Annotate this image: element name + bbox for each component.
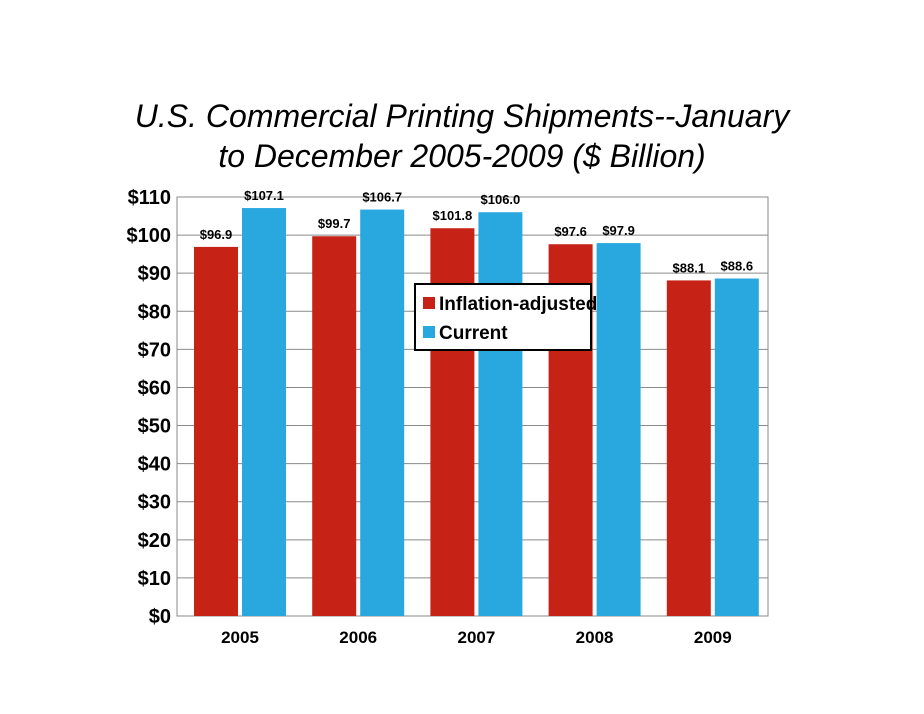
x-tick-label: 2006 [339,628,377,647]
y-tick-label: $100 [127,225,172,247]
bar-current-2007 [478,212,523,616]
bar-current-2006 [360,209,405,616]
y-tick-label: $30 [138,492,171,514]
x-tick-label: 2005 [221,628,259,647]
y-tick-label: $60 [138,377,171,399]
bar-current-2005 [242,208,286,616]
data-label: $106.0 [481,192,521,207]
chart-title-line-2: to December 2005-2009 ($ Billion) [218,138,706,174]
data-label: $99.7 [318,216,351,231]
y-tick-label: $110 [128,187,171,209]
bar-current-2009 [714,278,759,616]
legend: Inflation-adjusted Current [414,283,597,351]
x-tick-label: 2007 [457,628,495,647]
y-tick-label: $10 [138,568,171,590]
bars [194,208,759,616]
y-tick-label: $50 [138,416,171,438]
chart-title-line-1: U.S. Commercial Printing Shipments--Janu… [134,98,790,134]
y-tick-label: $40 [138,454,171,476]
x-tick-label: 2008 [576,628,614,647]
y-tick-label: $20 [138,530,171,552]
legend-box [414,283,592,351]
x-tick-label: 2009 [694,628,732,647]
y-axis-labels: $0 $10 $20 $30 $40 $50 $60 $70 $80 $90 $100 $110 [127,187,172,628]
data-label: $101.8 [433,208,473,223]
y-tick-label: $80 [138,301,171,323]
legend-label: Current [439,323,508,344]
y-tick-label: $0 [149,606,171,628]
data-label: $107.1 [244,188,284,203]
data-label: $88.1 [673,260,706,275]
data-label: $97.6 [554,224,587,239]
y-tick-label: $90 [138,263,171,285]
bar-inflation-adjusted-2005 [194,246,238,616]
data-labels: $96.9 $107.1 $99.7 $106.7 $101.8 $106.0 $97.6 $… [200,188,753,275]
chart-title: U.S. Commercial Printing Shipments--Janu… [0,96,924,176]
bar-inflation-adjusted-2006 [312,236,357,616]
data-label: $88.6 [721,259,754,274]
legend-swatch [423,297,435,309]
legend-label: Inflation-adjusted [439,294,597,315]
data-label: $97.9 [602,223,635,238]
data-label: $96.9 [200,227,233,242]
bar-current-2008 [596,243,641,616]
y-tick-label: $70 [138,339,171,361]
data-label: $106.7 [362,190,402,205]
legend-swatch [423,326,435,338]
x-axis-labels: 2005 2006 2007 2008 2009 [221,628,732,647]
bar-inflation-adjusted-2009 [666,280,711,616]
